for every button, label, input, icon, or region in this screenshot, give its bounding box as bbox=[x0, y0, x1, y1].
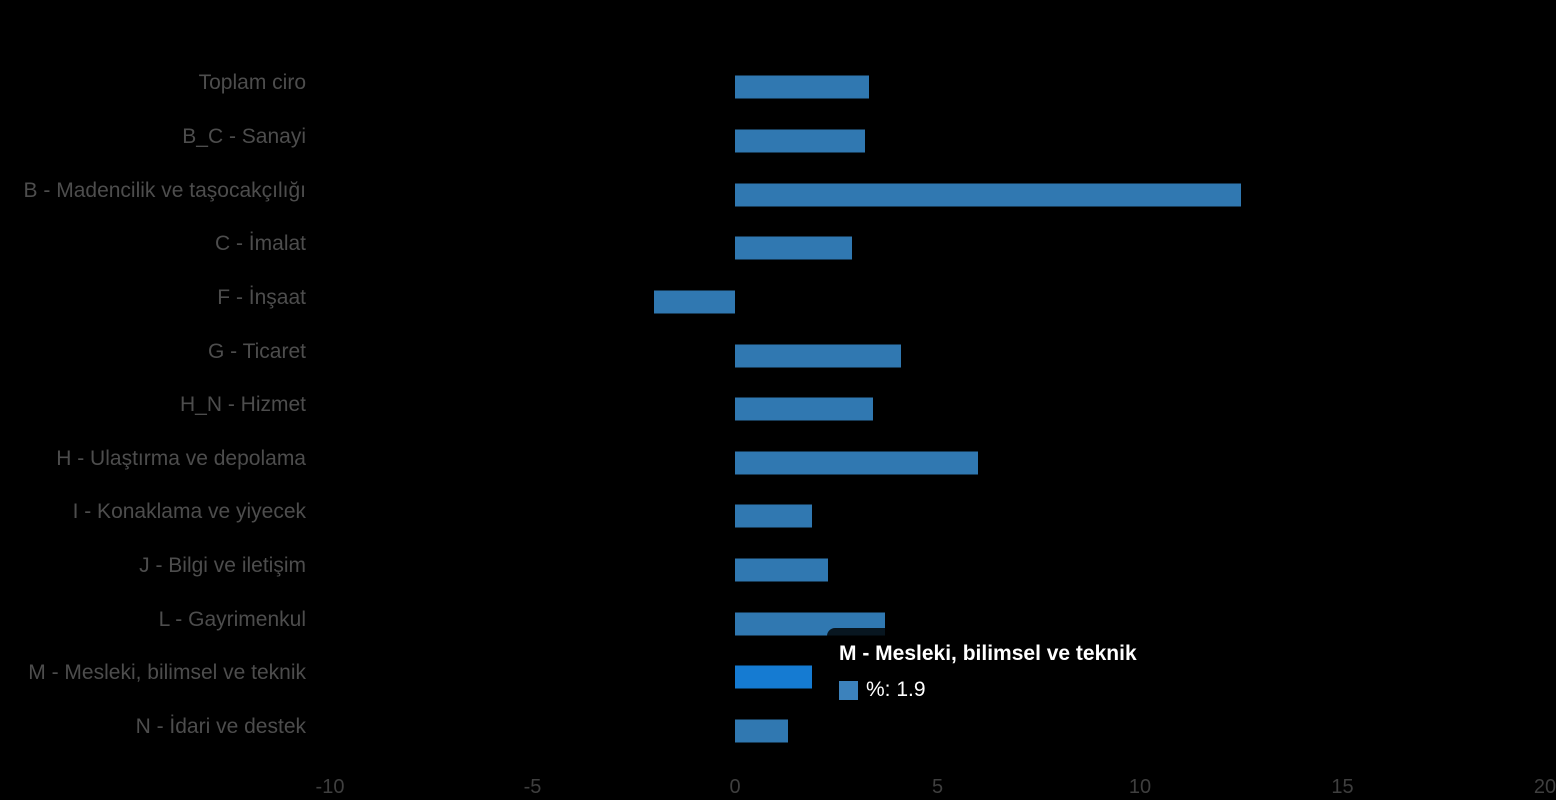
tooltip: M - Mesleki, bilimsel ve teknik %: 1.9 bbox=[827, 628, 1157, 717]
bar[interactable] bbox=[735, 183, 1242, 207]
bar[interactable] bbox=[735, 397, 873, 421]
bar[interactable] bbox=[735, 451, 978, 475]
category-label: J - Bilgi ve iletişim bbox=[139, 554, 306, 578]
bar[interactable] bbox=[735, 344, 902, 367]
series-swatch-icon bbox=[839, 680, 858, 700]
category-label: H - Ulaştırma ve depolama bbox=[56, 446, 306, 470]
x-tick-label: 5 bbox=[931, 776, 944, 798]
bar-highlighted[interactable] bbox=[735, 665, 812, 689]
x-tick-label: 20 bbox=[1533, 776, 1556, 798]
tooltip-series-row: %: 1.9 bbox=[839, 678, 1137, 702]
category-label: N - İdari ve destek bbox=[135, 715, 306, 739]
bar[interactable] bbox=[735, 129, 865, 153]
x-tick-label: -5 bbox=[523, 776, 542, 798]
category-label: B_C - Sanayi bbox=[182, 124, 306, 148]
category-label: B - Madencilik ve taşocakçılığı bbox=[23, 178, 306, 202]
category-label: M - Mesleki, bilimsel ve teknik bbox=[28, 661, 306, 685]
category-label: G - Ticaret bbox=[207, 339, 306, 363]
x-tick-label: 10 bbox=[1128, 776, 1152, 798]
category-label: Toplam ciro bbox=[198, 71, 306, 95]
bar[interactable] bbox=[735, 558, 829, 582]
bar[interactable] bbox=[654, 290, 735, 314]
bar[interactable] bbox=[735, 504, 812, 528]
bar[interactable] bbox=[735, 236, 853, 260]
category-label: H_N - Hizmet bbox=[179, 393, 306, 417]
x-tick-label: 0 bbox=[729, 776, 741, 798]
category-label: C - İmalat bbox=[214, 232, 306, 256]
x-tick-label: 15 bbox=[1331, 776, 1354, 798]
tooltip-value: %: 1.9 bbox=[866, 678, 926, 701]
bar[interactable] bbox=[735, 719, 788, 743]
tooltip-title: M - Mesleki, bilimsel ve teknik bbox=[839, 642, 1137, 665]
category-label: L - Gayrimenkul bbox=[158, 607, 306, 631]
x-tick-label: -10 bbox=[315, 776, 345, 798]
category-label: F - İnşaat bbox=[217, 285, 306, 309]
category-label: I - Konaklama ve yiyecek bbox=[72, 500, 306, 524]
bar[interactable] bbox=[735, 75, 869, 99]
